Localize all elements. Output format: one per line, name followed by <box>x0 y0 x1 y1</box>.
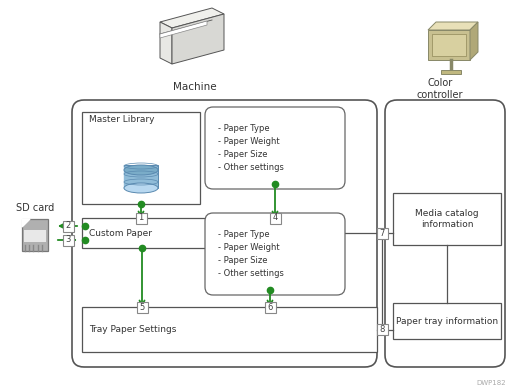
Bar <box>441 70 461 74</box>
Bar <box>269 213 281 223</box>
Bar <box>377 227 387 239</box>
Bar <box>432 34 466 56</box>
Bar <box>24 230 46 242</box>
Text: 4: 4 <box>272 213 278 223</box>
Bar <box>22 219 48 251</box>
Text: - Paper Type
- Paper Weight
- Paper Size
- Other settings: - Paper Type - Paper Weight - Paper Size… <box>218 124 284 172</box>
Bar <box>63 220 73 232</box>
Text: Color
controller: Color controller <box>417 78 463 99</box>
Bar <box>265 301 275 312</box>
Text: Paper tray information: Paper tray information <box>396 317 498 326</box>
Text: - Paper Type
- Paper Weight
- Paper Size
- Other settings: - Paper Type - Paper Weight - Paper Size… <box>218 230 284 278</box>
Polygon shape <box>160 21 207 38</box>
Bar <box>82 307 377 352</box>
Bar <box>82 218 292 248</box>
FancyBboxPatch shape <box>205 213 345 295</box>
Polygon shape <box>428 22 478 30</box>
Text: 5: 5 <box>140 303 145 312</box>
Polygon shape <box>160 8 224 28</box>
Bar <box>377 324 387 335</box>
Polygon shape <box>428 30 470 60</box>
Text: Custom Paper: Custom Paper <box>89 229 152 238</box>
Polygon shape <box>22 219 30 227</box>
Bar <box>124 165 158 188</box>
Ellipse shape <box>124 165 158 175</box>
Text: DWP182: DWP182 <box>477 380 506 386</box>
Text: 2: 2 <box>65 222 71 230</box>
Polygon shape <box>470 22 478 60</box>
Bar <box>63 234 73 245</box>
Text: 1: 1 <box>139 213 144 223</box>
FancyBboxPatch shape <box>385 100 505 367</box>
Polygon shape <box>160 22 172 64</box>
Text: 7: 7 <box>379 229 385 238</box>
FancyBboxPatch shape <box>72 100 377 367</box>
Bar <box>82 112 200 204</box>
Ellipse shape <box>124 183 158 193</box>
Text: Tray Paper Settings: Tray Paper Settings <box>89 325 176 334</box>
Text: 6: 6 <box>267 303 273 312</box>
Bar <box>136 301 148 312</box>
Bar <box>393 193 501 245</box>
Text: SD card: SD card <box>16 203 54 213</box>
Text: 3: 3 <box>65 236 71 245</box>
FancyBboxPatch shape <box>205 107 345 189</box>
Text: Master Library: Master Library <box>89 115 154 124</box>
Text: Media catalog
information: Media catalog information <box>415 209 479 229</box>
Bar <box>135 213 147 223</box>
Bar <box>393 303 501 339</box>
Text: 8: 8 <box>379 325 385 334</box>
Polygon shape <box>172 14 224 64</box>
Text: Machine: Machine <box>173 82 217 92</box>
